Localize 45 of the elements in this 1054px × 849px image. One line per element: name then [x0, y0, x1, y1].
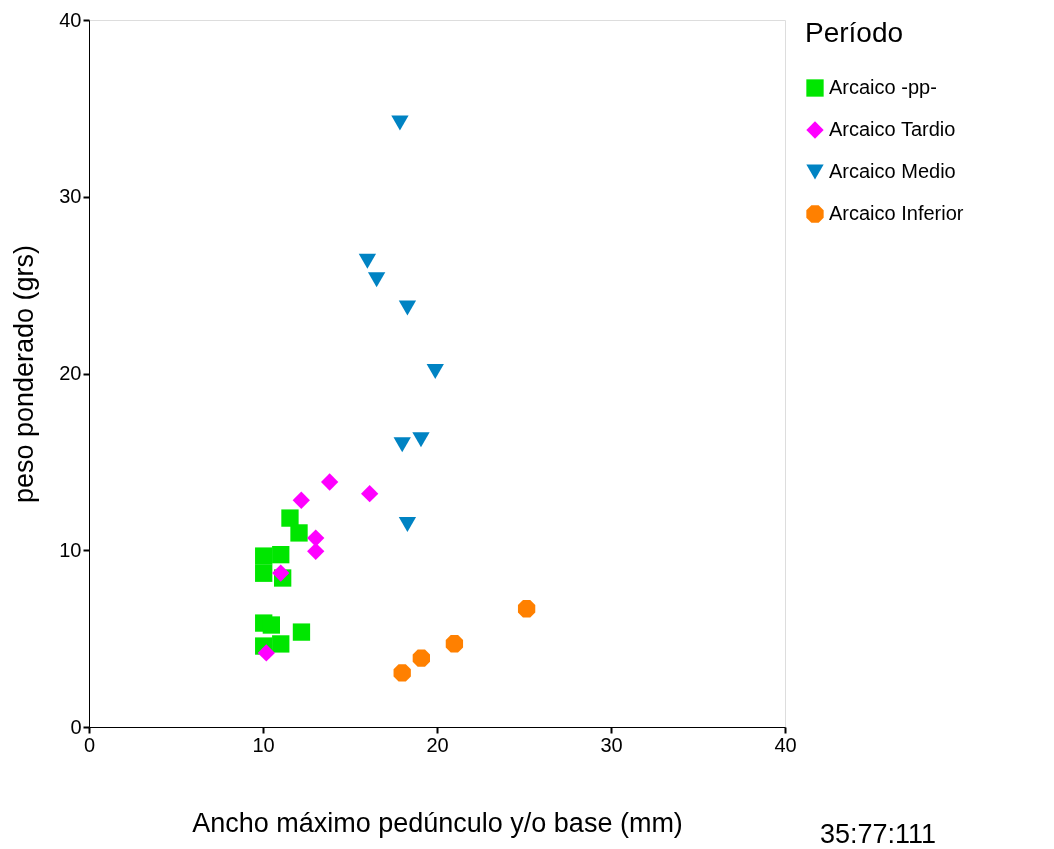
point — [255, 564, 273, 582]
point — [412, 432, 430, 448]
point — [361, 485, 379, 503]
legend-title: Período — [805, 17, 904, 48]
point — [367, 272, 386, 288]
point — [272, 564, 290, 582]
x-tick-label: 0 — [83, 733, 96, 756]
point — [307, 529, 325, 547]
point — [426, 363, 444, 379]
point — [292, 491, 310, 509]
point — [255, 547, 273, 565]
point — [262, 616, 281, 634]
x-axis-title: Ancho máximo pedúnculo y/o base (mm) — [192, 807, 683, 838]
legend-label: Arcaico -pp- — [829, 76, 937, 98]
y-tick-label: 40 — [59, 8, 82, 31]
x-tick-label: 30 — [600, 733, 623, 756]
point — [272, 635, 290, 653]
point — [307, 542, 325, 560]
legend-label: Arcaico Medio — [829, 160, 956, 182]
legend-label: Arcaico Tardio — [829, 118, 956, 140]
y-tick-label: 10 — [59, 538, 82, 561]
point — [445, 635, 464, 653]
y-axis-title: peso ponderado (grs) — [9, 244, 40, 504]
point — [398, 517, 417, 533]
x-tick-label: 40 — [774, 733, 797, 756]
y-tick-label: 30 — [59, 185, 82, 208]
point — [358, 253, 377, 269]
point — [257, 644, 275, 662]
y-tick-label: 0 — [70, 715, 82, 738]
point — [398, 300, 417, 316]
x-tick-label: 20 — [426, 733, 449, 756]
point — [517, 600, 536, 618]
point — [393, 437, 411, 453]
point — [320, 473, 339, 491]
y-tick-label: 20 — [59, 362, 82, 384]
point — [393, 664, 411, 682]
point — [290, 524, 308, 542]
point — [391, 115, 409, 131]
text: 35:77:111 — [820, 819, 937, 849]
x-tick-label: 10 — [252, 733, 275, 756]
point — [272, 546, 290, 564]
point — [281, 509, 299, 527]
point — [292, 623, 311, 641]
point — [412, 649, 430, 667]
legend-label: Arcaico Inferior — [829, 202, 964, 224]
